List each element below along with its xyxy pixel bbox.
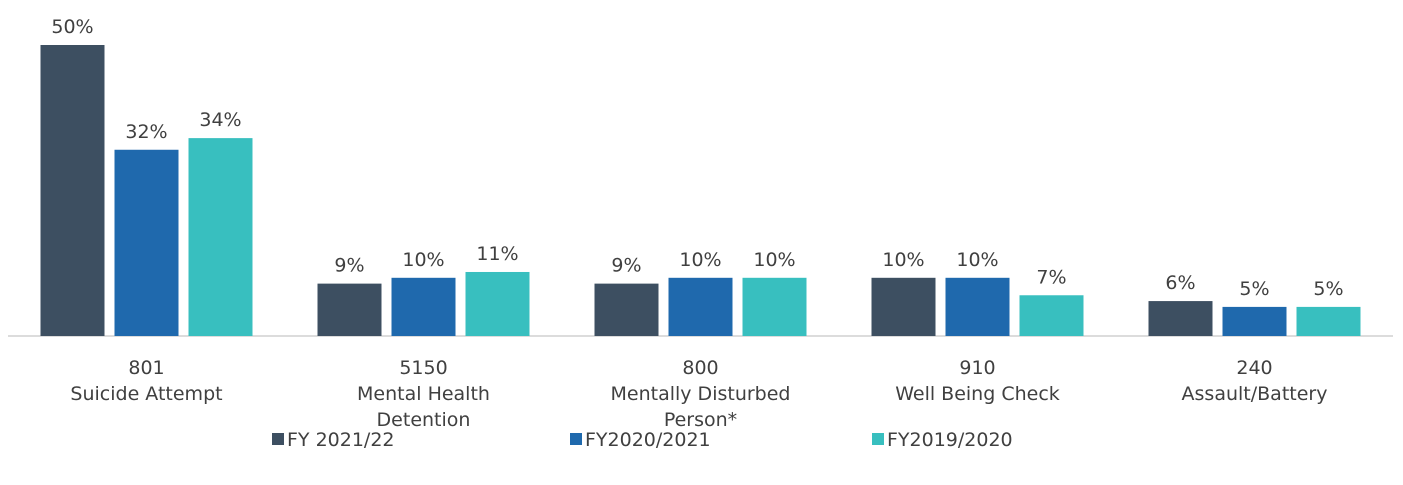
data-label: 7% xyxy=(1036,266,1066,288)
bar xyxy=(114,149,179,336)
data-label: 10% xyxy=(882,249,924,271)
x-tick-label: 910 xyxy=(959,357,995,379)
bar xyxy=(40,45,105,336)
x-tick-label: Well Being Check xyxy=(895,383,1060,405)
legend-label: FY2020/2021 xyxy=(585,429,711,451)
legend-swatch xyxy=(272,433,284,445)
x-tick-label: Suicide Attempt xyxy=(70,383,222,405)
x-tick-label: Assault/Battery xyxy=(1182,383,1328,405)
data-label: 10% xyxy=(679,249,721,271)
bar xyxy=(1222,306,1287,336)
data-label: 9% xyxy=(611,255,641,277)
legend-label: FY 2021/22 xyxy=(287,429,395,451)
bar xyxy=(742,277,807,336)
x-tick-label: 800 xyxy=(682,357,718,379)
bar xyxy=(871,277,936,336)
x-tick-label: Person* xyxy=(664,409,737,431)
x-tick-label: 801 xyxy=(128,357,164,379)
bar xyxy=(594,283,659,336)
bar xyxy=(1296,306,1361,336)
legend-swatch xyxy=(872,433,884,445)
bar xyxy=(945,277,1010,336)
data-label: 32% xyxy=(125,121,167,143)
bar xyxy=(391,277,456,336)
x-tick-label: Mental Health xyxy=(357,383,490,405)
data-label: 6% xyxy=(1165,272,1195,294)
x-tick-label: 240 xyxy=(1236,357,1272,379)
bar xyxy=(1019,295,1084,336)
data-label: 10% xyxy=(956,249,998,271)
data-label: 9% xyxy=(334,255,364,277)
bar xyxy=(188,138,253,336)
bar xyxy=(465,271,530,336)
data-label: 5% xyxy=(1313,278,1343,300)
data-label: 50% xyxy=(51,16,93,38)
x-tick-label: 5150 xyxy=(399,357,447,379)
data-label: 10% xyxy=(402,249,444,271)
x-tick-label: Detention xyxy=(377,409,471,431)
data-label: 11% xyxy=(476,243,518,265)
bar xyxy=(1148,301,1213,336)
x-tick-label: Mentally Disturbed xyxy=(611,383,791,405)
bar xyxy=(668,277,733,336)
data-label: 5% xyxy=(1239,278,1269,300)
bar xyxy=(317,283,382,336)
data-label: 10% xyxy=(753,249,795,271)
legend-swatch xyxy=(570,433,582,445)
data-label: 34% xyxy=(199,109,241,131)
legend-label: FY2019/2020 xyxy=(887,429,1013,451)
